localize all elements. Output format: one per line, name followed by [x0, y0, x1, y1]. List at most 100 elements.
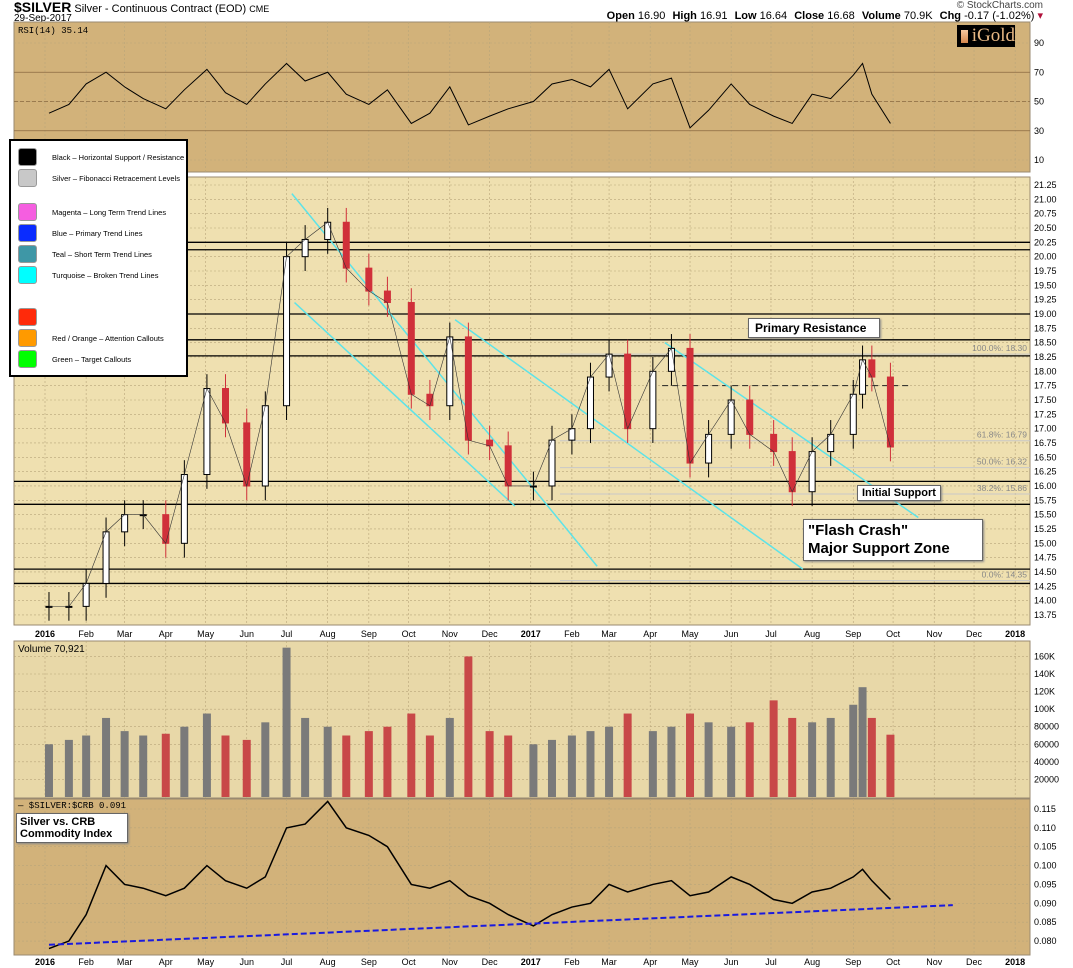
y-tick-label: 19.00 [1034, 309, 1057, 319]
volume-bar [102, 717, 111, 797]
fib-label: 100.0%: 18.30 [972, 343, 1027, 353]
fib-label: 38.2%: 15.86 [977, 483, 1027, 493]
chart-title: $SILVER Silver - Continuous Contract (EO… [14, 0, 269, 15]
legend-label: Green – Target Callouts [52, 354, 132, 364]
volume-bar [464, 656, 473, 797]
volume-bar [44, 744, 53, 797]
volume-bar [139, 735, 148, 797]
y-tick-label: 19.75 [1034, 266, 1057, 276]
x-tick-label: Sep [361, 957, 377, 967]
volume-bar [745, 722, 754, 797]
high-value: 16.91 [699, 10, 728, 22]
y-tick-label: 10 [1034, 155, 1044, 165]
x-tick-label: May [197, 629, 215, 639]
x-tick-label: 2016 [35, 957, 55, 967]
y-tick-label: 30 [1034, 126, 1044, 136]
y-tick-label: 20.00 [1034, 252, 1057, 262]
legend-swatch [18, 266, 37, 284]
legend-swatch [18, 350, 37, 368]
y-tick-label: 19.50 [1034, 280, 1057, 290]
trend-line [294, 301, 516, 507]
crb-line2: Commodity Index [20, 828, 113, 840]
volume-bar [342, 735, 351, 797]
candle-body [180, 474, 188, 544]
candle-body [868, 359, 876, 378]
close-value: 16.68 [827, 10, 855, 22]
y-tick-label: 70 [1034, 67, 1044, 77]
fib-label: 61.8%: 16.79 [977, 430, 1027, 440]
y-tick-label: 50 [1034, 97, 1044, 107]
volume-bar [808, 722, 817, 797]
y-tick-label: 40000 [1034, 757, 1059, 767]
candle-body [568, 428, 576, 441]
x-tick-label: Jul [765, 629, 777, 639]
y-tick-label: 15.75 [1034, 495, 1057, 505]
flash-crash-line2: Major Support Zone [808, 540, 950, 557]
volume-bar [667, 726, 676, 797]
volume-bar [485, 731, 494, 797]
y-tick-label: 0.095 [1034, 879, 1057, 889]
crb-line1: Silver vs. CRB [20, 816, 96, 828]
fib-label: 50.0%: 16.32 [977, 457, 1027, 467]
x-tick-label: Feb [564, 629, 580, 639]
volume-bar [605, 726, 614, 797]
y-tick-label: 20000 [1034, 774, 1059, 784]
symbol: $SILVER [14, 0, 72, 15]
y-tick-label: 18.75 [1034, 323, 1057, 333]
y-tick-label: 17.50 [1034, 395, 1057, 405]
y-tick-label: 18.00 [1034, 366, 1057, 376]
candle-body [808, 451, 816, 493]
legend-label: Turquoise – Broken Trend Lines [52, 270, 159, 280]
volume-bar [120, 731, 129, 797]
y-tick-label: 16.50 [1034, 452, 1057, 462]
candle-body [548, 439, 556, 487]
volume-bar [623, 713, 632, 797]
x-tick-label: Oct [402, 957, 417, 967]
initial-support-callout: Initial Support [857, 485, 941, 501]
x-tick-label: Aug [804, 629, 820, 639]
candle-body [746, 399, 754, 435]
candle-body [586, 376, 594, 430]
candle-body [365, 267, 373, 292]
x-tick-label: Jul [281, 629, 293, 639]
legend-swatch [18, 169, 37, 187]
y-tick-label: 20.75 [1034, 209, 1057, 219]
candle-body [686, 347, 694, 464]
volume-bar [504, 735, 513, 797]
candle-body [221, 388, 229, 424]
y-tick-label: 18.25 [1034, 352, 1057, 362]
volume-bar [261, 722, 270, 797]
volume-bar [769, 700, 778, 797]
open-value: 16.90 [637, 10, 666, 22]
x-tick-label: Dec [966, 629, 983, 639]
x-tick-label: Apr [643, 629, 657, 639]
legend-item: Teal – Short Term Trend Lines [18, 245, 152, 263]
candle-body [605, 353, 613, 378]
low-value: 16.64 [759, 10, 788, 22]
volume-bar [648, 731, 657, 797]
y-tick-label: 0.110 [1034, 823, 1056, 833]
y-tick-label: 15.00 [1034, 538, 1057, 548]
y-tick-label: 17.75 [1034, 381, 1057, 391]
volume-bar [221, 735, 230, 797]
x-tick-label: Nov [926, 957, 943, 967]
chg-value: -0.17 (-1.02%) [964, 10, 1035, 22]
y-tick-label: 80000 [1034, 722, 1059, 732]
candle-body [464, 336, 472, 441]
igold-logo: iGold [957, 25, 1015, 47]
candle-body [407, 302, 415, 395]
candle-body [342, 221, 350, 269]
price-close-line [48, 221, 891, 607]
x-tick-label: May [682, 629, 700, 639]
candle-body [859, 359, 867, 395]
volume-bar [849, 704, 858, 797]
crb-callout: Silver vs. CRB Commodity Index [16, 813, 128, 843]
legend-label: Silver – Fibonacci Retracement Levels [52, 173, 180, 183]
chg-label: Chg [939, 10, 962, 22]
x-tick-label: Jun [239, 629, 254, 639]
x-tick-label: Oct [886, 629, 901, 639]
y-tick-label: 0.115 [1034, 804, 1056, 814]
close-label: Close [794, 10, 825, 22]
